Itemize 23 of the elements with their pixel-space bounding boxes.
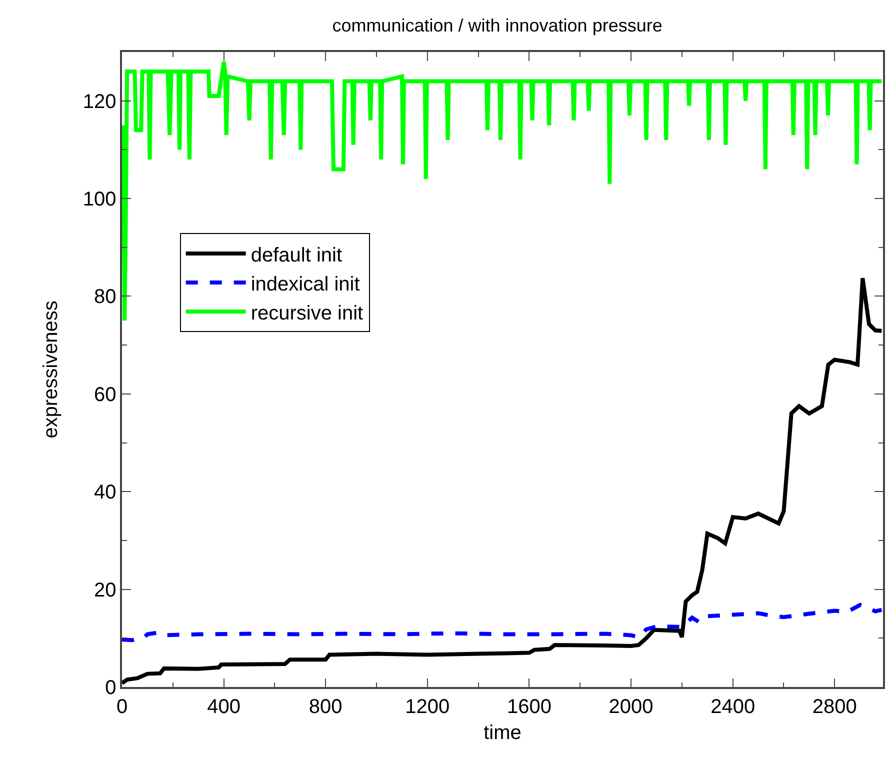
y-tick-label: 20 [94, 579, 116, 602]
y-tick-label: 40 [94, 482, 116, 504]
legend-label: recursive init [250, 302, 364, 324]
y-tick-label: 0 [105, 677, 116, 699]
y-tick-label: 100 [82, 188, 116, 211]
legend-label: default init [250, 244, 342, 266]
x-tick-label: 1200 [405, 696, 450, 718]
x-tick-label: 800 [308, 696, 342, 718]
line-series [122, 602, 883, 642]
y-axis-title: expressiveness [40, 300, 62, 438]
legend-label: indexical init [250, 273, 360, 296]
x-tick-label: 400 [207, 696, 240, 718]
x-axis-title: time [484, 722, 522, 744]
y-tick-label: 60 [94, 384, 116, 406]
x-tick-label: 1600 [506, 696, 552, 718]
x-tick-label: 2000 [608, 696, 654, 718]
y-tick-label: 80 [94, 286, 116, 308]
chart-title: communication / with innovation pressure [332, 16, 662, 36]
x-tick-label: 2400 [710, 696, 756, 718]
y-tick-label: 120 [82, 90, 116, 113]
x-tick-label: 2800 [812, 696, 857, 718]
line-series [122, 60, 883, 323]
line-series [122, 276, 883, 686]
